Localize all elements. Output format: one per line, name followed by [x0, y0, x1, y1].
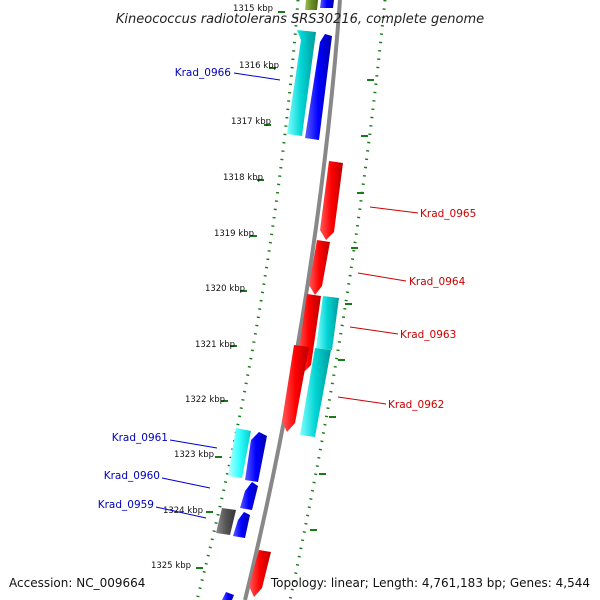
gene-label-krad-0965[interactable]: Krad_0965	[420, 208, 476, 220]
gene-reverse-0960[interactable]	[240, 482, 258, 510]
gene-forward-bottom[interactable]	[249, 550, 271, 597]
gene-label-krad-0959[interactable]: Krad_0959	[98, 499, 154, 511]
leader-line-0961	[169, 439, 218, 449]
gene-rna-0966[interactable]	[287, 30, 316, 136]
gene-label-krad-0961[interactable]: Krad_0961	[112, 432, 168, 444]
gene-forward-0964[interactable]	[309, 240, 330, 295]
tick-label-1322kbp: 1322 kbp	[185, 395, 225, 405]
gene-reverse-top[interactable]	[320, 0, 334, 8]
genome-backbone	[243, 0, 342, 600]
gene-other-top[interactable]	[305, 0, 318, 10]
gene-label-krad-0962[interactable]: Krad_0962	[388, 399, 444, 411]
tick-label-1317kbp: 1317 kbp	[231, 117, 271, 127]
tick-label-1324kbp: 1324 kbp	[163, 506, 203, 516]
gene-reverse-bottom[interactable]	[222, 592, 234, 600]
gene-rna-0963[interactable]	[316, 296, 339, 350]
leader-line-0959	[155, 506, 207, 519]
tick-label-1318kbp: 1318 kbp	[223, 173, 263, 183]
leader-line-0962	[337, 396, 387, 405]
gene-rna-0962[interactable]	[300, 348, 331, 437]
genome-summary: Topology: linear; Length: 4,761,183 bp; …	[270, 576, 590, 590]
tick-label-1315kbp: 1315 kbp	[233, 4, 273, 14]
leader-line-0964	[357, 272, 407, 282]
leader-line-0960	[161, 477, 211, 489]
tick-label-1321kbp: 1321 kbp	[195, 340, 235, 350]
tick-label-1320kbp: 1320 kbp	[205, 284, 245, 294]
tick-label-1319kbp: 1319 kbp	[214, 229, 254, 239]
gene-label-krad-0966[interactable]: Krad_0966	[175, 67, 232, 79]
gene-label-krad-0960[interactable]: Krad_0960	[104, 470, 160, 482]
gene-label-krad-0963[interactable]: Krad_0963	[400, 329, 456, 341]
tick-label-1323kbp: 1323 kbp	[174, 450, 214, 460]
outer-tick-ring	[288, 0, 387, 600]
accession-label: Accession: NC_009664	[9, 576, 145, 590]
gene-label-krad-0964[interactable]: Krad_0964	[409, 276, 466, 288]
gene-reverse-0961[interactable]	[245, 432, 267, 482]
tick-label-1325kbp: 1325 kbp	[151, 561, 191, 571]
gene-rna-0961[interactable]	[228, 428, 251, 478]
tick-label-1316kbp: 1316 kbp	[239, 61, 279, 71]
tick-marks	[196, 11, 374, 569]
map-title: Kineococcus radiotolerans SRS30216, comp…	[116, 12, 484, 27]
gene-pseudo-0959[interactable]	[216, 508, 236, 535]
gene-reverse-0959[interactable]	[233, 512, 250, 538]
gene-forward-0962[interactable]	[282, 345, 309, 432]
inner-tick-ring	[195, 0, 300, 600]
leader-line-0965	[369, 206, 419, 214]
gene-reverse-0966[interactable]	[305, 34, 332, 140]
leader-line-0966	[233, 72, 281, 81]
leader-line-0963	[349, 326, 399, 335]
gene-forward-0965[interactable]	[320, 161, 343, 240]
